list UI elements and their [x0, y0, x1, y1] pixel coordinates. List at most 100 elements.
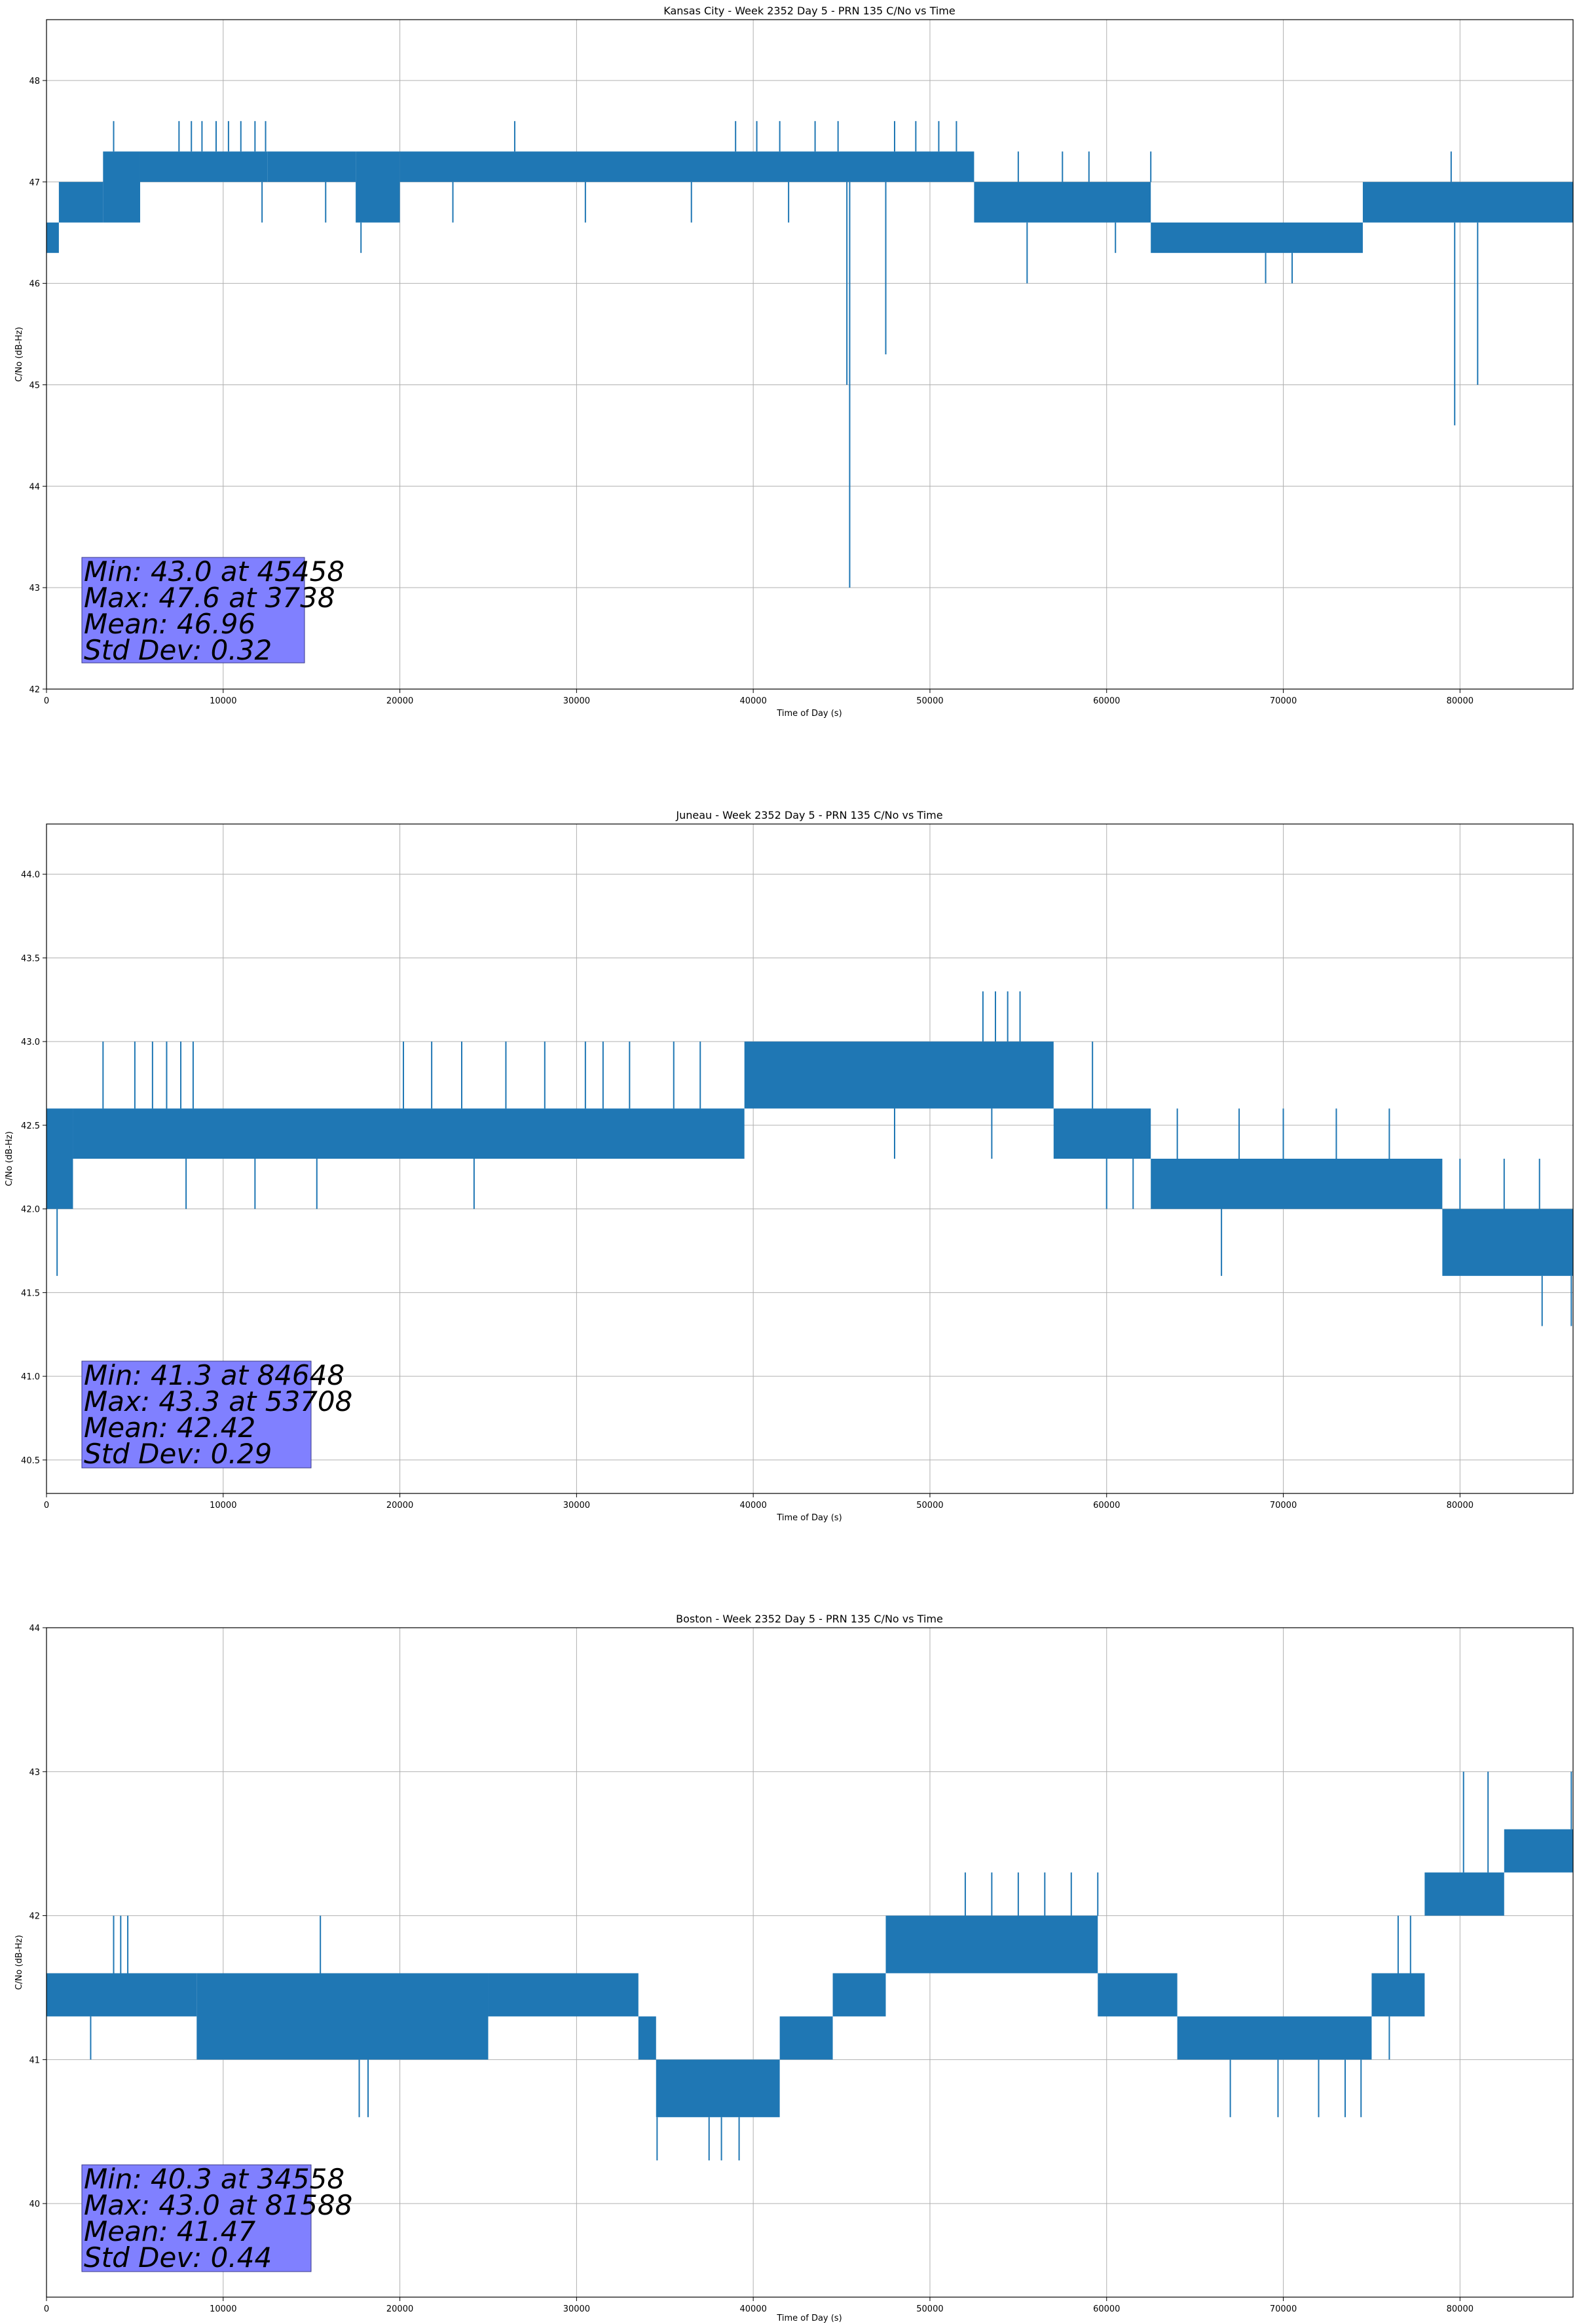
stats-box-background	[81, 557, 305, 664]
series-band	[1098, 1973, 1178, 2017]
series-band	[974, 181, 1151, 223]
x-tick-label: 30000	[563, 2304, 590, 2314]
x-tick-label: 50000	[916, 1501, 943, 1510]
x-tick-label: 0	[44, 2304, 49, 2314]
series-band	[399, 151, 974, 182]
x-tick-label: 10000	[210, 2304, 236, 2314]
x-tick-label: 20000	[386, 696, 413, 706]
stats-std-dev: Std Dev: 0.44	[84, 2241, 272, 2274]
y-tick-label: 43	[29, 584, 40, 593]
data-series	[46, 121, 1573, 588]
y-tick-label: 41.5	[21, 1288, 40, 1298]
data-series	[46, 991, 1573, 1326]
stats-box: Min: 40.3 at 34558 Max: 43.0 at 81588 Me…	[81, 2163, 352, 2274]
x-tick-label: 80000	[1447, 696, 1474, 706]
x-axis-ticks: 0 10000 20000 30000 40000 50000 60000 70000 8000…	[44, 1493, 1474, 1510]
x-tick-label: 80000	[1447, 1501, 1474, 1510]
y-tick-label: 42	[29, 685, 40, 695]
series-band	[267, 151, 356, 182]
series-band	[46, 1973, 197, 2017]
y-tick-label: 41.0	[21, 1372, 40, 1382]
stats-box: Min: 41.3 at 84648 Max: 43.3 at 53708 Me…	[81, 1359, 352, 1470]
y-tick-label: 45	[29, 381, 40, 390]
y-tick-label: 48	[29, 77, 40, 86]
x-tick-label: 60000	[1093, 696, 1120, 706]
x-axis-label: Time of Day (s)	[776, 709, 842, 719]
x-tick-label: 0	[44, 696, 49, 706]
series-band	[1371, 1973, 1425, 2017]
series-band	[1177, 2016, 1372, 2060]
stats-box-background	[81, 1360, 312, 1469]
x-tick-label: 80000	[1447, 2304, 1474, 2314]
stats-mean: Mean: 42.42	[84, 1412, 255, 1444]
series-band	[779, 2016, 833, 2060]
series-band	[46, 1108, 73, 1209]
x-axis-ticks: 0 10000 20000 30000 40000 50000 60000 70000 8000…	[44, 689, 1474, 706]
series-band	[1442, 1209, 1573, 1276]
series-band	[832, 1973, 886, 2017]
x-tick-label: 70000	[1270, 1501, 1297, 1510]
x-tick-label: 50000	[916, 696, 943, 706]
x-tick-label: 50000	[916, 2304, 943, 2314]
x-tick-label: 0	[44, 1501, 49, 1510]
series-band	[58, 181, 103, 223]
series-band	[1424, 1872, 1504, 1916]
y-axis-label: C/No (dB-Hz)	[14, 327, 24, 382]
x-tick-label: 10000	[210, 1501, 236, 1510]
series-band	[46, 222, 59, 253]
y-tick-label: 43.0	[21, 1038, 40, 1047]
y-tick-label: 42.0	[21, 1205, 40, 1215]
y-axis-ticks: 42 43 44 45 46 47 48	[29, 77, 46, 695]
x-tick-label: 40000	[739, 2304, 766, 2314]
stats-std-dev: Std Dev: 0.29	[84, 1438, 272, 1470]
stats-box: Min: 43.0 at 45458 Max: 47.6 at 3738 Mea…	[81, 555, 344, 666]
series-band	[139, 151, 268, 182]
plot-frame	[46, 1627, 1574, 2298]
y-tick-label: 47	[29, 178, 40, 188]
chart-title: Boston - Week 2352 Day 5 - PRN 135 C/No …	[676, 1613, 943, 1625]
chart-title: Kansas City - Week 2352 Day 5 - PRN 135 …	[663, 5, 955, 17]
y-tick-label: 41	[29, 2055, 40, 2065]
x-tick-label: 20000	[386, 2304, 413, 2314]
y-axis-label: C/No (dB-Hz)	[5, 1131, 14, 1186]
series-band	[73, 1108, 745, 1159]
series-band	[488, 1973, 639, 2017]
y-axis-ticks: 40.5 41.0 41.5 42.0 42.5 43.0 43.5 44.0	[21, 871, 46, 1466]
stats-mean: Mean: 41.47	[84, 2215, 255, 2247]
stats-min: Min: 43.0 at 45458	[84, 555, 344, 588]
series-band	[1151, 1159, 1443, 1209]
stats-max: Max: 43.3 at 53708	[84, 1385, 352, 1417]
x-axis-label: Time of Day (s)	[776, 1513, 842, 1523]
x-tick-label: 40000	[739, 1501, 766, 1510]
x-tick-label: 30000	[563, 1501, 590, 1510]
y-tick-label: 43	[29, 1768, 40, 1778]
series-band	[103, 151, 140, 223]
stats-std-dev: Std Dev: 0.32	[84, 634, 272, 666]
series-band	[1362, 181, 1573, 223]
y-tick-label: 40.5	[21, 1456, 40, 1466]
plot-frame	[46, 19, 1574, 690]
x-tick-label: 40000	[739, 696, 766, 706]
stats-box-background	[81, 2164, 312, 2272]
y-axis-label: C/No (dB-Hz)	[14, 1935, 24, 1990]
y-tick-label: 46	[29, 280, 40, 290]
y-tick-label: 43.5	[21, 954, 40, 964]
chart-title: Juneau - Week 2352 Day 5 - PRN 135 C/No …	[675, 809, 942, 821]
y-tick-label: 44	[29, 482, 40, 492]
x-tick-label: 20000	[386, 1501, 413, 1510]
series-band	[744, 1041, 1054, 1109]
x-axis-ticks: 0 10000 20000 30000 40000 50000 60000 70000 8000…	[44, 2297, 1474, 2314]
series-band	[656, 2059, 780, 2118]
x-axis-label: Time of Day (s)	[776, 2314, 842, 2323]
y-tick-label: 42	[29, 1912, 40, 1922]
x-tick-label: 60000	[1093, 1501, 1120, 1510]
chart-panel-juneau: Juneau - Week 2352 Day 5 - PRN 135 C/No …	[5, 809, 1574, 1523]
stats-max: Max: 43.0 at 81588	[84, 2189, 352, 2221]
y-axis-ticks: 40 41 42 43 44	[29, 1624, 46, 2209]
y-tick-label: 44.0	[21, 871, 40, 880]
series-band	[885, 1915, 1098, 1974]
stats-min: Min: 40.3 at 34558	[84, 2163, 344, 2195]
series-band	[196, 1973, 489, 2060]
x-tick-label: 10000	[210, 696, 236, 706]
